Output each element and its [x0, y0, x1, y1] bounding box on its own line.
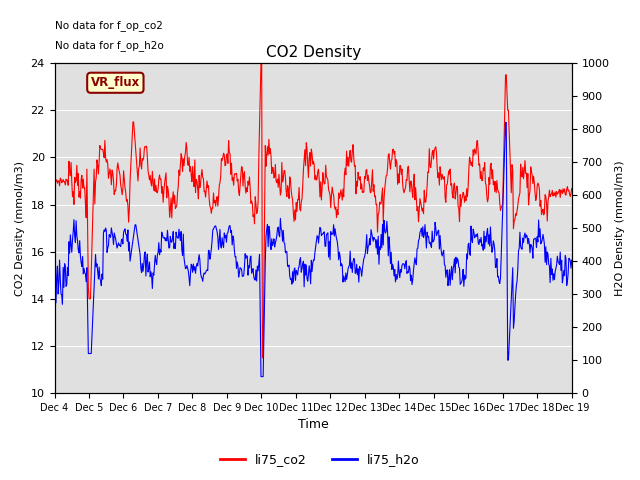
- Text: No data for f_op_co2: No data for f_op_co2: [54, 20, 163, 31]
- Line: li75_co2: li75_co2: [54, 63, 572, 358]
- li75_h2o: [166, 245, 173, 251]
- Y-axis label: CO2 Density (mmol/m3): CO2 Density (mmol/m3): [15, 161, 25, 296]
- li75_co2: [166, 214, 173, 220]
- li75_co2: [259, 355, 266, 360]
- li75_h2o: [193, 261, 201, 266]
- li75_h2o: [376, 247, 384, 252]
- li75_h2o: [51, 299, 58, 305]
- li75_co2: [392, 156, 400, 162]
- Legend: li75_co2, li75_h2o: li75_co2, li75_h2o: [215, 448, 425, 471]
- Y-axis label: H2O Density (mmol/m3): H2O Density (mmol/m3): [615, 160, 625, 296]
- li75_h2o: [502, 120, 509, 125]
- li75_co2: [60, 179, 68, 184]
- li75_h2o: [60, 285, 68, 290]
- li75_h2o: [257, 374, 265, 380]
- li75_co2: [568, 186, 575, 192]
- Text: VR_flux: VR_flux: [91, 76, 140, 89]
- li75_co2: [193, 179, 201, 184]
- Line: li75_h2o: li75_h2o: [54, 122, 572, 377]
- li75_h2o: [392, 279, 399, 285]
- li75_co2: [51, 173, 58, 179]
- li75_h2o: [113, 245, 121, 251]
- li75_co2: [377, 200, 385, 206]
- li75_co2: [113, 165, 121, 171]
- X-axis label: Time: Time: [298, 419, 328, 432]
- li75_co2: [257, 60, 265, 66]
- Title: CO2 Density: CO2 Density: [266, 46, 361, 60]
- li75_h2o: [568, 257, 575, 263]
- Text: No data for f_op_h2o: No data for f_op_h2o: [54, 40, 163, 51]
